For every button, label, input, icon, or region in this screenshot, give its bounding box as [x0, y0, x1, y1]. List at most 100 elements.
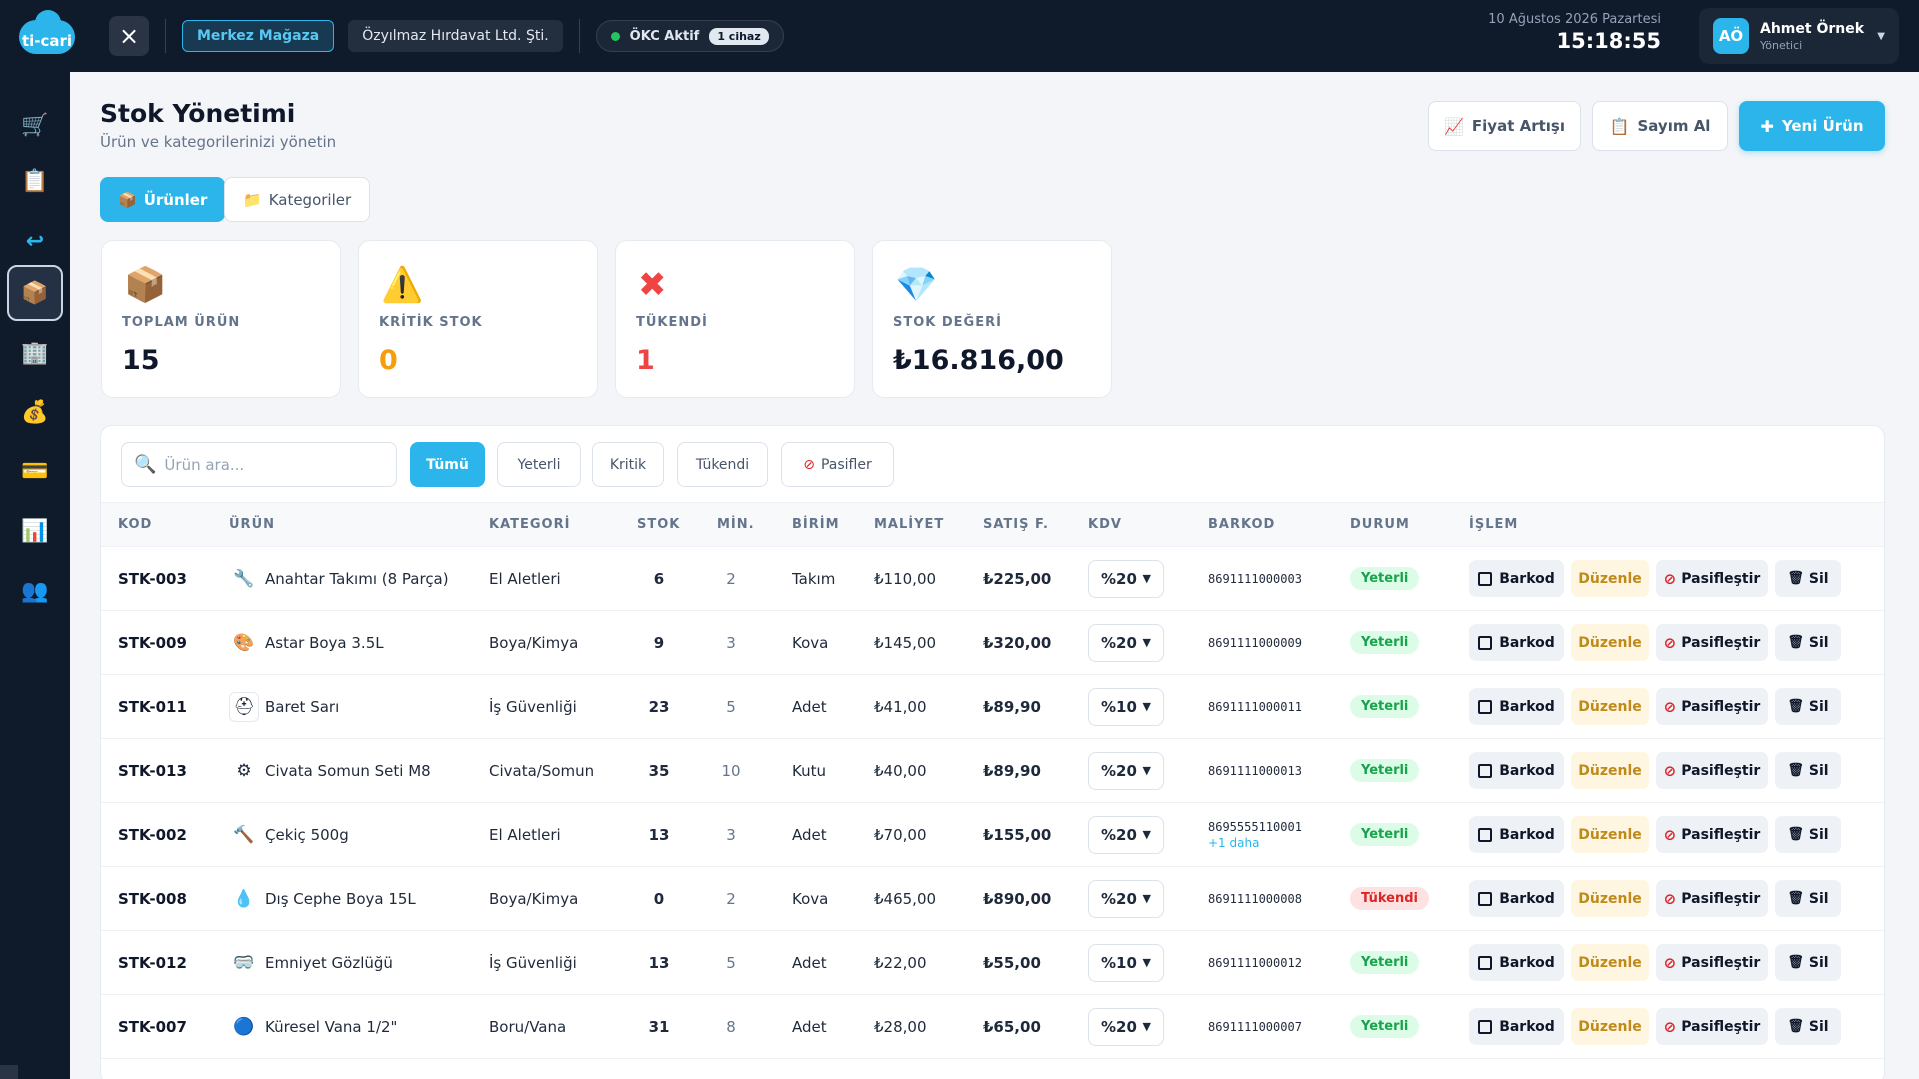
vat-cell: %20 ▼: [1088, 547, 1164, 610]
col-vat[interactable]: KDV: [1088, 517, 1122, 532]
sidebar-item-stock[interactable]: 📦: [7, 265, 63, 321]
tab-categories[interactable]: 📁 Kategoriler: [224, 177, 371, 222]
status-badge: Yeterli: [1350, 759, 1420, 782]
delete-button[interactable]: 🗑 Sil: [1775, 1008, 1841, 1045]
package-icon: 📦: [124, 265, 167, 305]
vat-cell: %20 ▼: [1088, 611, 1164, 674]
vat-select[interactable]: %10 ▼: [1088, 687, 1164, 726]
barcode-more-link[interactable]: +1 daha: [1208, 835, 1260, 850]
delete-button[interactable]: 🗑 Sil: [1775, 816, 1841, 853]
delete-button[interactable]: 🗑 Sil: [1775, 880, 1841, 917]
filter-all[interactable]: Tümü: [410, 442, 485, 487]
edit-button[interactable]: Düzenle: [1571, 1008, 1649, 1045]
product-code: STK-011: [118, 697, 187, 716]
table-row[interactable]: STK-002 🔨 Çekiç 500g El Aletleri 13 3 Adet ₺70,…: [101, 803, 1884, 867]
sidebar-item-reports[interactable]: 📊: [12, 508, 58, 554]
deactivate-button[interactable]: ⊘ Pasifleştir: [1656, 624, 1768, 661]
col-actions: İŞLEM: [1469, 517, 1519, 532]
stock-count-button[interactable]: 📋 Sayım Al: [1592, 101, 1728, 151]
barcode-cell: 8695555110001 +1 daha: [1208, 803, 1302, 866]
search-input[interactable]: 🔍 Ürün ara...: [121, 442, 397, 487]
col-stock[interactable]: STOK: [637, 517, 681, 532]
deactivate-button[interactable]: ⊘ Pasifleştir: [1656, 560, 1768, 597]
vat-select[interactable]: %10 ▼: [1088, 943, 1164, 982]
filter-passive[interactable]: ⊘ Pasifler: [781, 442, 894, 487]
edit-button[interactable]: Düzenle: [1571, 688, 1649, 725]
price-increase-button[interactable]: 📈 Fiyat Artışı: [1428, 101, 1581, 151]
ban-icon: ⊘: [1663, 761, 1677, 780]
filter-critical[interactable]: Kritik: [592, 442, 664, 487]
ban-icon: ⊘: [1663, 1017, 1677, 1036]
product-name-cell: 🔧 Anahtar Takımı (8 Parça): [229, 547, 448, 610]
sidebar-item-users[interactable]: 👥: [12, 568, 58, 614]
product-unit: Takım: [792, 569, 836, 588]
barcode-button[interactable]: Barkod: [1469, 880, 1564, 917]
vat-select[interactable]: %20 ▼: [1088, 1007, 1164, 1046]
filter-sufficient[interactable]: Yeterli: [497, 442, 581, 487]
barcode-cell: 8691111000007: [1208, 995, 1302, 1058]
sidebar-item-sales[interactable]: 🛒: [12, 102, 58, 148]
filter-out-of-stock[interactable]: Tükendi: [677, 442, 768, 487]
sidebar-item-payments[interactable]: 💳: [12, 448, 58, 494]
barcode-button[interactable]: Barkod: [1469, 688, 1564, 725]
barcode-button[interactable]: Barkod: [1469, 624, 1564, 661]
delete-button[interactable]: 🗑 Sil: [1775, 560, 1841, 597]
store-selector[interactable]: Merkez Mağaza: [182, 20, 335, 52]
deactivate-button[interactable]: ⊘ Pasifleştir: [1656, 1008, 1768, 1045]
col-cost[interactable]: MALİYET: [874, 517, 945, 532]
table-row[interactable]: STK-007 🔵 Küresel Vana 1/2" Boru/Vana 31 8 Ade…: [101, 995, 1884, 1059]
sidebar-item-cash[interactable]: 💰: [12, 389, 58, 435]
okc-status-badge[interactable]: ÖKC Aktif 1 cihaz: [595, 20, 784, 52]
edit-button[interactable]: Düzenle: [1571, 880, 1649, 917]
new-product-button[interactable]: ✚ Yeni Ürün: [1739, 101, 1885, 151]
sidebar-item-returns[interactable]: ↩: [12, 218, 58, 264]
col-sale-price[interactable]: SATIŞ F.: [983, 517, 1049, 532]
table-row[interactable]: STK-012 🥽 Emniyet Gözlüğü İş Güvenliği 13 5 Ad…: [101, 931, 1884, 995]
sidebar-item-companies[interactable]: 🏢: [12, 330, 58, 376]
deactivate-button[interactable]: ⊘ Pasifleştir: [1656, 752, 1768, 789]
app-logo[interactable]: ti-cari: [19, 10, 75, 56]
col-category[interactable]: KATEGORİ: [489, 517, 571, 532]
edit-button[interactable]: Düzenle: [1571, 752, 1649, 789]
edit-button[interactable]: Düzenle: [1571, 560, 1649, 597]
col-unit[interactable]: BİRİM: [792, 517, 840, 532]
user-menu[interactable]: AÖ Ahmet Örnek Yönetici ▼: [1699, 8, 1899, 64]
col-min[interactable]: MİN.: [717, 517, 755, 532]
tab-products[interactable]: 📦 Ürünler: [100, 177, 226, 222]
barcode-button[interactable]: Barkod: [1469, 944, 1564, 981]
delete-button[interactable]: 🗑 Sil: [1775, 944, 1841, 981]
table-row[interactable]: STK-008 💧 Dış Cephe Boya 15L Boya/Kimya 0 2 Ko…: [101, 867, 1884, 931]
vat-select[interactable]: %20 ▼: [1088, 623, 1164, 662]
barcode-button[interactable]: Barkod: [1469, 560, 1564, 597]
edit-button[interactable]: Düzenle: [1571, 624, 1649, 661]
deactivate-button[interactable]: ⊘ Pasifleştir: [1656, 688, 1768, 725]
table-row[interactable]: STK-003 🔧 Anahtar Takımı (8 Parça) El Aletl…: [101, 547, 1884, 611]
table-row[interactable]: STK-011 ⛑ Baret Sarı İş Güvenliği 23 5 Adet ₺41…: [101, 675, 1884, 739]
vat-select[interactable]: %20 ▼: [1088, 751, 1164, 790]
col-code[interactable]: KOD: [118, 517, 153, 532]
scrollbar[interactable]: [0, 1065, 18, 1079]
status-badge: Yeterli: [1350, 823, 1420, 846]
col-product[interactable]: ÜRÜN: [229, 517, 276, 532]
vat-select[interactable]: %20 ▼: [1088, 559, 1164, 598]
product-name: Küresel Vana 1/2": [265, 1017, 398, 1036]
edit-button[interactable]: Düzenle: [1571, 816, 1649, 853]
deactivate-button[interactable]: ⊘ Pasifleştir: [1656, 816, 1768, 853]
barcode-button[interactable]: Barkod: [1469, 1008, 1564, 1045]
barcode-button[interactable]: Barkod: [1469, 752, 1564, 789]
sidebar-item-documents[interactable]: 📋: [12, 158, 58, 204]
product-sale-price: ₺225,00: [983, 569, 1052, 588]
deactivate-button[interactable]: ⊘ Pasifleştir: [1656, 944, 1768, 981]
table-row[interactable]: STK-009 🎨 Astar Boya 3.5L Boya/Kimya 9 3 Kova ₺…: [101, 611, 1884, 675]
vat-select[interactable]: %20 ▼: [1088, 815, 1164, 854]
delete-button[interactable]: 🗑 Sil: [1775, 752, 1841, 789]
delete-button[interactable]: 🗑 Sil: [1775, 688, 1841, 725]
col-barcode[interactable]: BARKOD: [1208, 517, 1276, 532]
barcode-button[interactable]: Barkod: [1469, 816, 1564, 853]
close-icon[interactable]: ×: [109, 16, 149, 56]
delete-button[interactable]: 🗑 Sil: [1775, 624, 1841, 661]
table-row[interactable]: STK-013 ⚙ Civata Somun Seti M8 Civata/Somun…: [101, 739, 1884, 803]
edit-button[interactable]: Düzenle: [1571, 944, 1649, 981]
deactivate-button[interactable]: ⊘ Pasifleştir: [1656, 880, 1768, 917]
vat-select[interactable]: %20 ▼: [1088, 879, 1164, 918]
